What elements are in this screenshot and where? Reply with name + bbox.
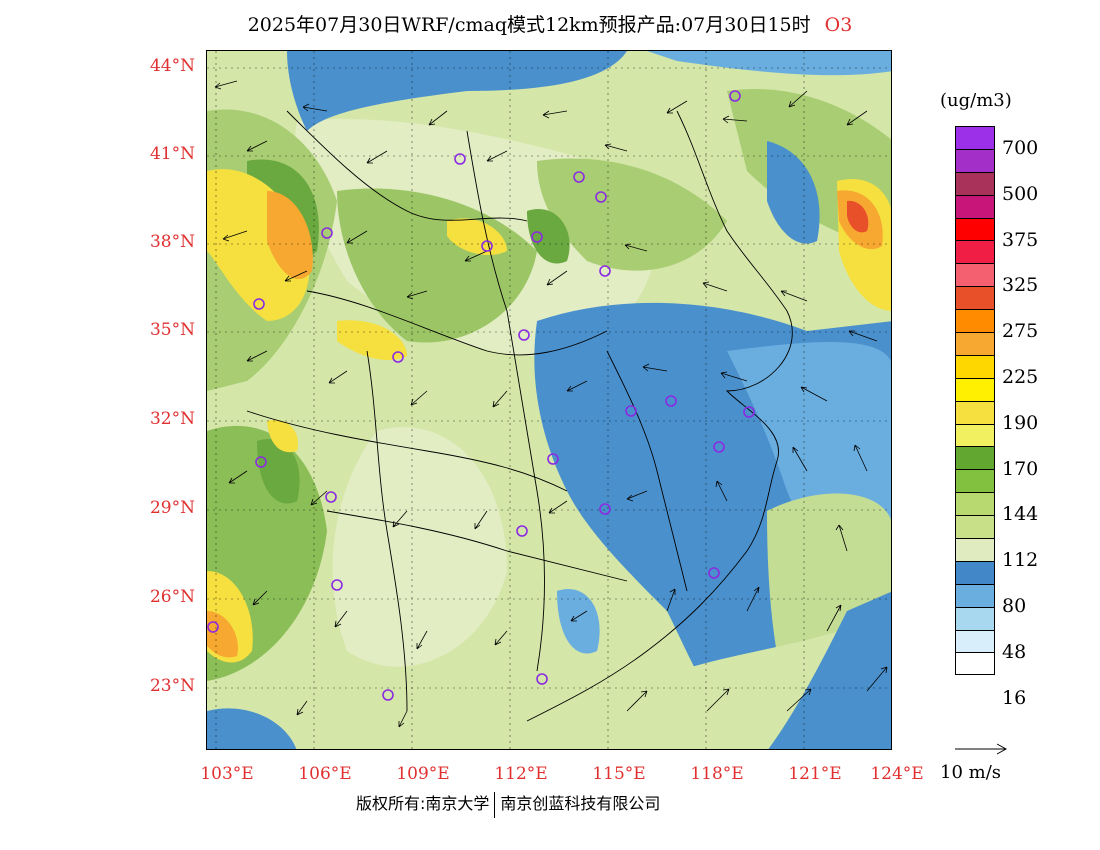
legend-swatch — [955, 240, 995, 264]
lon-label-124: 124°E — [870, 764, 924, 784]
legend-swatch — [955, 515, 995, 539]
lat-label-44: 44°N — [149, 56, 195, 76]
legend-swatch — [955, 400, 995, 424]
legend-swatch — [955, 286, 995, 310]
legend-swatch — [955, 309, 995, 333]
lat-label-29: 29°N — [149, 498, 195, 518]
legend-swatch — [955, 583, 995, 607]
legend-swatch — [955, 217, 995, 241]
legend-swatch — [955, 423, 995, 447]
legend-swatch — [955, 652, 995, 676]
forecast-map — [206, 50, 892, 750]
legend-swatch — [955, 263, 995, 287]
legend-swatch — [955, 194, 995, 218]
legend-label: 80 — [1002, 594, 1027, 617]
chart-title: 2025年07月30日WRF/cmaq模式12km预报产品:07月30日15时 O… — [0, 10, 1100, 37]
legend-swatch — [955, 560, 995, 584]
legend-label: 700 — [1002, 136, 1039, 159]
legend-swatch — [955, 469, 995, 493]
legend-label: 144 — [1002, 503, 1039, 526]
legend-label: 48 — [1002, 640, 1027, 663]
legend-swatch — [955, 492, 995, 516]
lat-label-23: 23°N — [149, 676, 195, 696]
lon-label-121: 121°E — [788, 764, 842, 784]
color-legend — [955, 126, 995, 676]
copyright-company: 南京创蓝科技有限公司 — [500, 794, 661, 813]
lon-label-106: 106°E — [298, 764, 352, 784]
legend-swatch — [955, 171, 995, 195]
legend-swatch — [955, 606, 995, 630]
wind-scale-arrow — [955, 743, 1008, 755]
copyright-owner: 版权所有:南京大学 — [356, 794, 490, 813]
lon-label-118: 118°E — [690, 764, 744, 784]
lat-label-41: 41°N — [149, 144, 195, 164]
lat-label-32: 32°N — [149, 409, 195, 429]
species-label: O3 — [824, 14, 853, 36]
legend-swatch — [955, 446, 995, 470]
legend-swatch — [955, 538, 995, 561]
legend-label: 170 — [1002, 457, 1039, 480]
legend-swatch — [955, 126, 995, 149]
legend-label: 16 — [1002, 686, 1027, 709]
lon-label-112: 112°E — [494, 764, 548, 784]
legend-label: 190 — [1002, 411, 1039, 434]
map-canvas — [207, 51, 891, 749]
legend-swatch — [955, 332, 995, 355]
title-text: 2025年07月30日WRF/cmaq模式12km预报产品:07月30日15时 — [247, 14, 811, 36]
legend-label: 112 — [1002, 549, 1039, 572]
legend-label: 375 — [1002, 228, 1039, 251]
station-markers — [207, 90, 755, 701]
legend-label: 500 — [1002, 182, 1039, 205]
lon-label-109: 109°E — [396, 764, 450, 784]
legend-label: 325 — [1002, 274, 1039, 297]
legend-label: 225 — [1002, 365, 1039, 388]
copyright-footer: 版权所有:南京大学 南京创蓝科技有限公司 — [356, 790, 660, 818]
legend-swatch — [955, 354, 995, 378]
lat-label-26: 26°N — [149, 587, 195, 607]
copyright-divider — [494, 791, 496, 818]
legend-swatch — [955, 148, 995, 172]
lat-label-35: 35°N — [149, 320, 195, 340]
legend-swatch — [955, 377, 995, 401]
lat-label-38: 38°N — [149, 232, 195, 252]
lon-label-115: 115°E — [592, 764, 646, 784]
lon-label-103: 103°E — [200, 764, 254, 784]
legend-unit: (ug/m3) — [940, 90, 1012, 111]
wind-scale-label: 10 m/s — [940, 762, 1001, 783]
legend-swatch — [955, 629, 995, 653]
legend-label: 275 — [1002, 320, 1039, 343]
